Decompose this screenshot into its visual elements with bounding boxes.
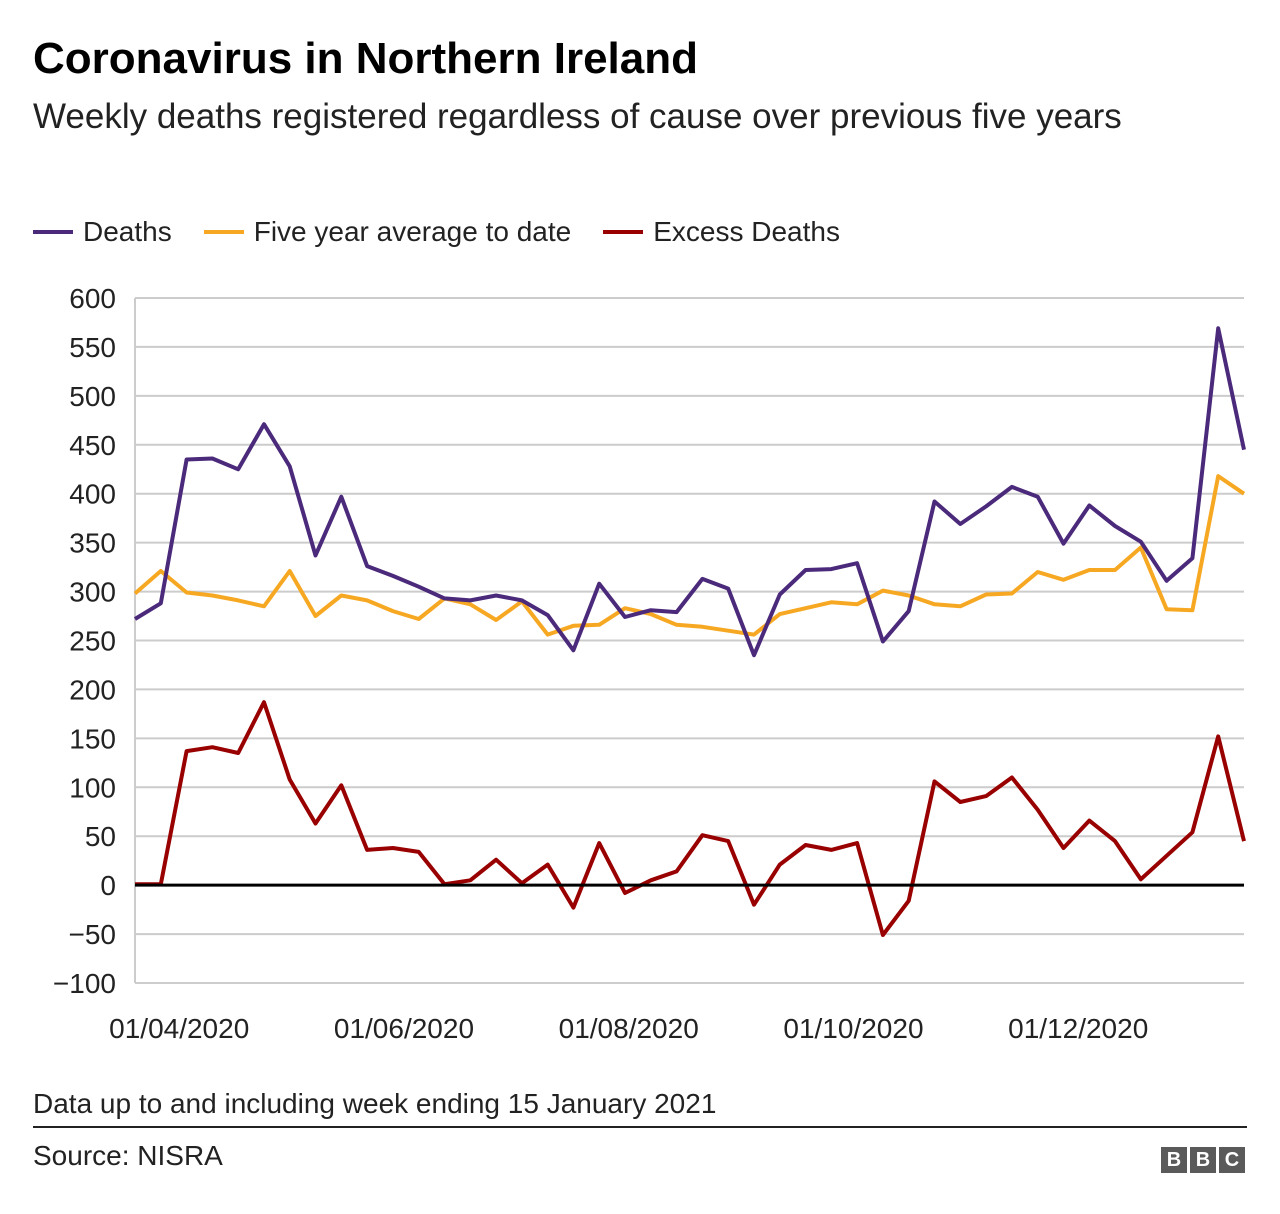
y-tick-label: 50 — [85, 821, 116, 852]
legend-label-deaths: Deaths — [83, 216, 172, 247]
y-tick-label: 250 — [69, 626, 116, 657]
chart-subtitle: Weekly deaths registered regardless of c… — [33, 97, 1122, 136]
bbc-logo-letter: B — [1190, 1147, 1216, 1173]
y-tick-label: 500 — [69, 381, 116, 412]
x-tick-label: 01/04/2020 — [109, 1013, 249, 1044]
legend-label-average: Five year average to date — [253, 216, 572, 247]
bbc-logo-letter: C — [1219, 1147, 1245, 1173]
x-tick-label: 01/10/2020 — [783, 1013, 923, 1044]
y-tick-label: 150 — [69, 723, 116, 754]
source-label: Source: NISRA — [33, 1140, 223, 1171]
legend-swatch-excess — [603, 230, 644, 234]
legend-item-excess: Excess Deaths — [603, 216, 840, 248]
footnote: Data up to and including week ending 15 … — [33, 1088, 717, 1119]
series-layer — [133, 326, 1246, 937]
y-tick-label: 450 — [69, 430, 116, 461]
legend-swatch-average — [203, 230, 244, 234]
legend-label-excess: Excess Deaths — [653, 216, 840, 247]
series-line-deaths — [133, 326, 1246, 658]
legend-item-average: Five year average to date — [203, 216, 572, 248]
bbc-logo-letter: B — [1161, 1147, 1187, 1173]
y-tick-label: −50 — [69, 919, 117, 950]
y-tick-label: 400 — [69, 479, 116, 510]
chart-title: Coronavirus in Northern Ireland — [33, 34, 698, 83]
y-tick-label: 300 — [69, 577, 116, 608]
y-tick-label: 0 — [100, 870, 116, 901]
footer-divider — [33, 1126, 1247, 1128]
y-tick-label: 200 — [69, 674, 116, 705]
bbc-logo: B B C — [1158, 1147, 1245, 1173]
x-tick-label: 01/12/2020 — [1008, 1013, 1148, 1044]
x-tick-label: 01/08/2020 — [559, 1013, 699, 1044]
grid-layer — [134, 297, 1244, 984]
legend: Deaths Five year average to date Excess … — [33, 216, 872, 248]
legend-item-deaths: Deaths — [33, 216, 172, 248]
x-tick-label: 01/06/2020 — [334, 1013, 474, 1044]
x-axis-ticks: 01/04/2020 01/06/2020 01/08/2020 01/10/2020… — [109, 1013, 1148, 1044]
y-tick-label: 350 — [69, 528, 116, 559]
y-tick-label: −100 — [53, 968, 116, 999]
y-axis-ticks: 600550500450400350300250200150100500−50−… — [53, 283, 116, 999]
y-tick-label: 100 — [69, 772, 116, 803]
y-tick-label: 600 — [69, 283, 116, 314]
series-line-average — [133, 474, 1246, 637]
line-chart: 600550500450400350300250200150100500−50−… — [53, 283, 1246, 1044]
legend-swatch-deaths — [33, 230, 73, 234]
series-line-excess — [135, 700, 1246, 937]
y-tick-label: 550 — [69, 332, 116, 363]
